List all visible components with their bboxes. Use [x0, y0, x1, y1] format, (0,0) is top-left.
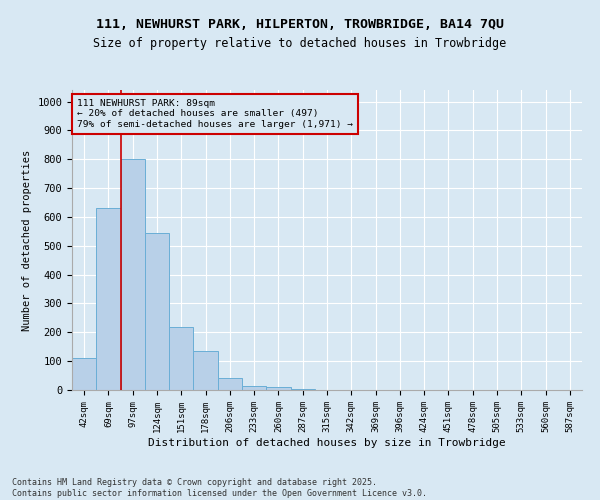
Text: Contains HM Land Registry data © Crown copyright and database right 2025.
Contai: Contains HM Land Registry data © Crown c… [12, 478, 427, 498]
Bar [72, 358, 96, 390]
Text: 111, NEWHURST PARK, HILPERTON, TROWBRIDGE, BA14 7QU: 111, NEWHURST PARK, HILPERTON, TROWBRIDG… [96, 18, 504, 30]
Bar [242, 386, 266, 390]
X-axis label: Distribution of detached houses by size in Trowbridge: Distribution of detached houses by size … [148, 438, 506, 448]
Bar [169, 326, 193, 390]
Bar [96, 208, 121, 390]
Text: Size of property relative to detached houses in Trowbridge: Size of property relative to detached ho… [94, 38, 506, 51]
Bar [193, 351, 218, 390]
Bar [266, 387, 290, 390]
Bar [145, 233, 169, 390]
Bar [290, 388, 315, 390]
Bar [121, 159, 145, 390]
Text: 111 NEWHURST PARK: 89sqm
← 20% of detached houses are smaller (497)
79% of semi-: 111 NEWHURST PARK: 89sqm ← 20% of detach… [77, 99, 353, 129]
Y-axis label: Number of detached properties: Number of detached properties [22, 150, 32, 330]
Bar [218, 378, 242, 390]
